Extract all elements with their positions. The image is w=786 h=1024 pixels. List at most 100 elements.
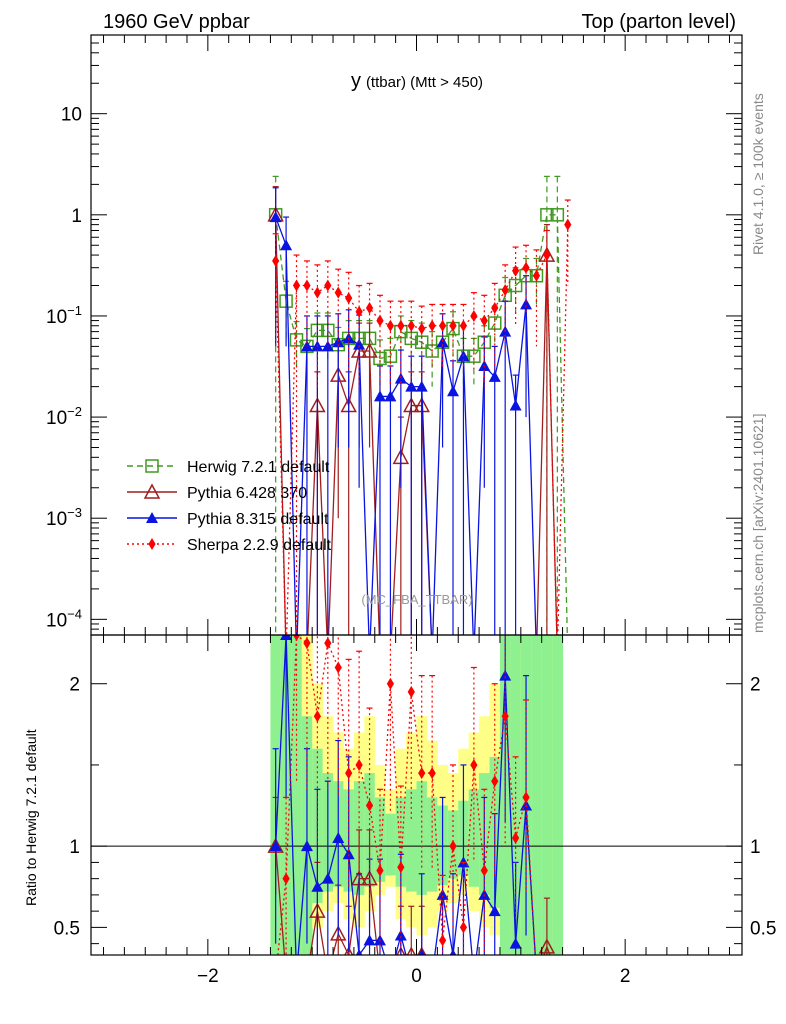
plot-title-sub: (ttbar) (Mtt > 450): [366, 74, 483, 91]
main-data-point: [405, 380, 418, 392]
main-data-point: [438, 319, 447, 332]
ratio-series-3: [277, 635, 536, 955]
ratio-data-point: [394, 929, 407, 941]
main-data-point: [480, 314, 488, 327]
ratio-data-point: [324, 637, 332, 650]
main-data-point: [543, 249, 551, 262]
axes-ticks: 10 1 10−1 10−2 10−3 10−4 2 2 1 1 0.5 0.5 −2 0 2: [46, 34, 776, 987]
main-y-tick-label: 1: [71, 206, 82, 227]
band-green-bin: [552, 635, 564, 955]
ratio-data-point: [332, 832, 345, 844]
ratio-data-point: [355, 758, 363, 771]
main-data-point: [407, 319, 415, 332]
ratio-data-point: [428, 767, 436, 780]
ratio-y-tick-label-right: 0.5: [750, 918, 776, 939]
band-green-bin: [385, 813, 397, 876]
plot-title: y (ttbar) (Mtt > 450): [351, 70, 483, 92]
legend-item-0: Herwig 7.2.1 default: [127, 459, 330, 476]
ratio-data-point: [449, 840, 457, 853]
ratio-data-point: [300, 840, 313, 852]
main-data-point: [373, 390, 386, 402]
main-data-point: [501, 284, 509, 297]
main-data-point: [272, 254, 280, 267]
ratio-data-point: [459, 921, 468, 934]
ratio-data-point: [418, 949, 425, 955]
ratio-ylabel: Ratio to Herwig 7.2.1 default: [23, 729, 39, 906]
ratio-data-point: [499, 669, 512, 681]
band-green-bin: [416, 781, 428, 895]
legend-marker: [148, 538, 156, 550]
rivet-label: Rivet 4.1.0, ≥ 100k events: [750, 93, 766, 255]
ratio-data-point: [342, 848, 355, 860]
ratio-y-tick-label: 2: [69, 675, 80, 696]
ratio-data-point: [363, 934, 376, 946]
legend-label: Sherpa 2.2.9 default: [187, 537, 332, 554]
main-data-point: [361, 342, 378, 358]
band-green-bin: [541, 635, 553, 955]
main-data-point: [324, 279, 332, 292]
ratio-data-point: [522, 791, 530, 804]
band-green-bin: [531, 635, 543, 955]
ratio-uncertainty-band: [270, 635, 564, 955]
main-data-point: [292, 279, 301, 292]
main-data-point: [436, 336, 449, 348]
main-series-3: [272, 199, 572, 635]
ratio-data-point: [438, 934, 447, 947]
ratio-data-point: [386, 677, 395, 690]
ratio-data-point: [303, 637, 311, 650]
ratio-data-point: [280, 635, 293, 640]
main-series-1: [267, 186, 558, 635]
main-data-point: [509, 399, 522, 411]
main-data-point: [540, 208, 554, 222]
main-data-point: [520, 298, 533, 310]
x-tick-label: 0: [411, 966, 422, 987]
main-data-point: [384, 390, 397, 402]
ratio-data-point: [509, 937, 522, 949]
ratio-data-point: [436, 888, 449, 900]
ratio-data-point: [376, 864, 384, 877]
main-plot-series: [267, 175, 572, 635]
ratio-data-point: [488, 905, 501, 917]
main-data-point: [470, 309, 478, 322]
main-data-point: [269, 211, 282, 223]
ratio-plot-series: [267, 635, 556, 955]
ratio-data-point: [345, 767, 353, 780]
ratio-data-point: [334, 661, 342, 674]
main-data-point: [332, 336, 345, 348]
main-data-point: [491, 301, 499, 314]
ratio-data-point: [512, 832, 520, 845]
header-right: Top (parton level): [581, 11, 736, 33]
main-data-point: [303, 279, 311, 292]
main-data-point: [376, 314, 384, 327]
main-data-point: [508, 278, 523, 293]
ratio-data-point: [292, 635, 301, 641]
main-data-point: [532, 269, 541, 282]
main-data-point: [345, 292, 353, 305]
x-tick-label: −2: [197, 966, 219, 987]
plot-watermark: (MC_FBA_TTBAR): [361, 592, 472, 607]
main-y-tick-label: 10: [61, 105, 82, 126]
legend-item-2: Pythia 8.315 default: [127, 511, 329, 528]
main-data-point: [365, 301, 374, 314]
main-data-point: [447, 385, 460, 397]
main-data-point: [449, 319, 457, 332]
main-data-point: [418, 322, 426, 335]
main-y-tick-label: 10−4: [46, 606, 82, 631]
ratio-y-tick-label: 1: [69, 837, 80, 858]
x-tick-label: 2: [620, 966, 631, 987]
main-data-point: [313, 286, 321, 299]
main-data-point: [488, 370, 501, 382]
ratio-data-point: [282, 872, 290, 885]
ratio-data-point: [269, 840, 282, 852]
band-green-bin: [426, 797, 438, 892]
plot-title-main: y: [351, 70, 361, 92]
ratio-series-line: [275, 846, 551, 955]
main-data-point: [353, 338, 366, 350]
main-data-point: [428, 319, 436, 332]
legend: Herwig 7.2.1 default Pythia 6.428 370 Pyth…: [127, 459, 332, 554]
ratio-data-point: [470, 758, 478, 771]
ratio-data-point: [449, 949, 457, 955]
main-data-point: [386, 319, 395, 332]
ratio-data-point: [501, 710, 509, 723]
legend-item-1: Pythia 6.428 370: [127, 483, 307, 502]
